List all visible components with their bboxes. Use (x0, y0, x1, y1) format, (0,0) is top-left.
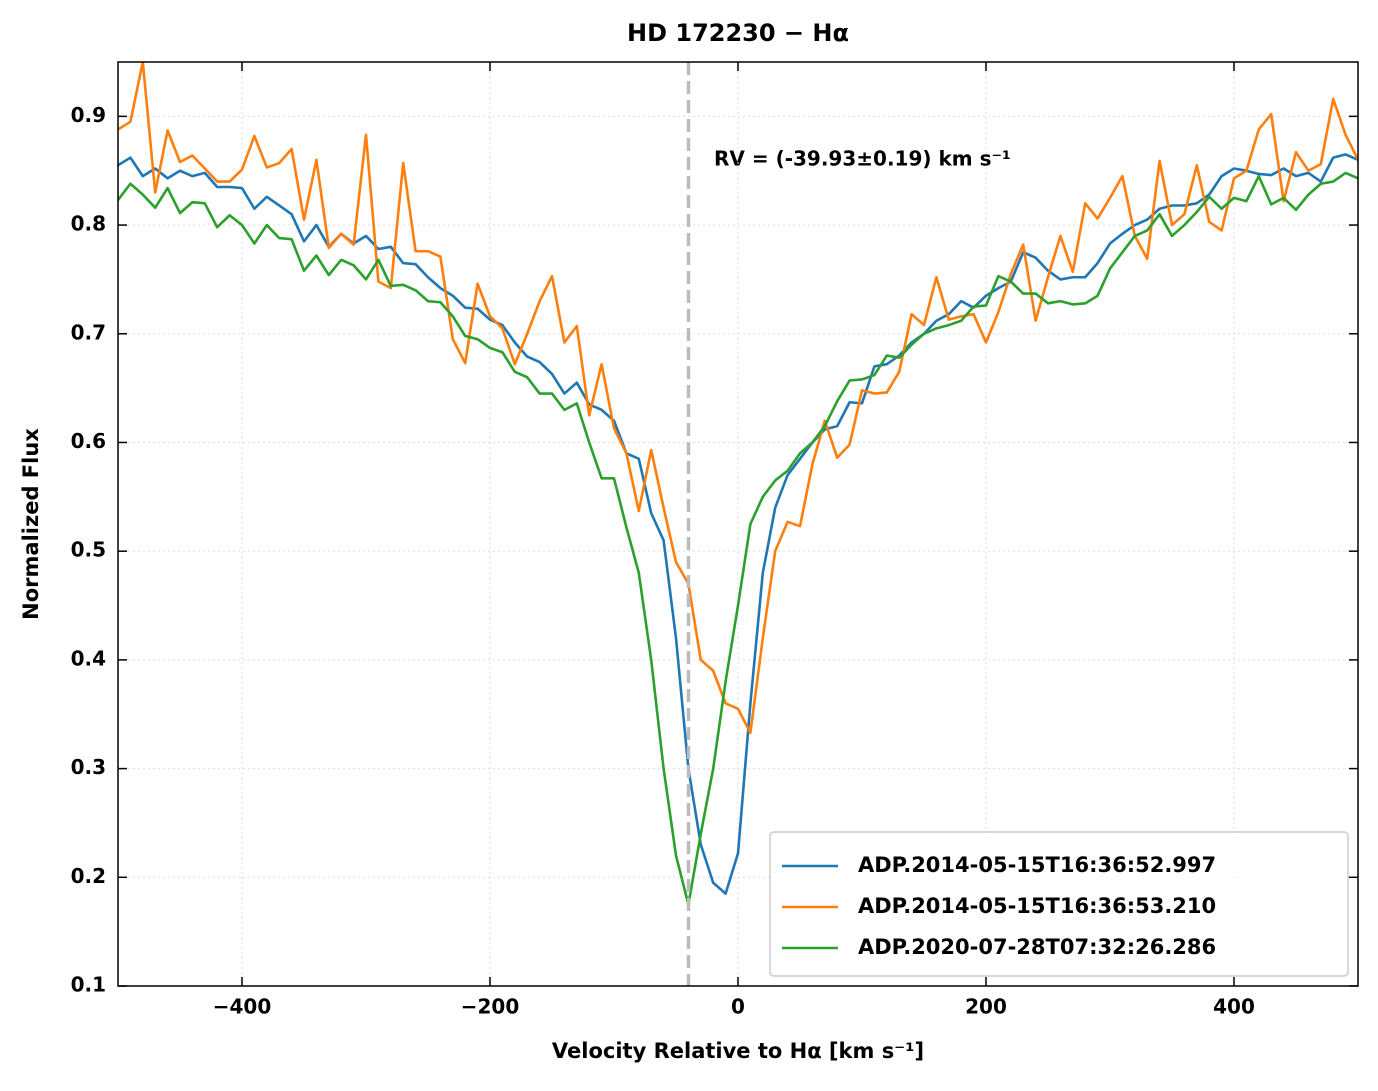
y-tick-label: 0.4 (71, 646, 106, 670)
x-tick-label: 0 (731, 995, 745, 1019)
legend-label: ADP.2020-07-28T07:32:26.286 (858, 935, 1216, 959)
y-tick-label: 0.1 (71, 973, 106, 997)
y-tick-label: 0.5 (71, 538, 106, 562)
y-tick-label: 0.2 (71, 864, 106, 888)
plot-area (118, 62, 1358, 906)
series-line (118, 171, 1358, 906)
chart-title: HD 172230 − Hα (627, 19, 849, 47)
y-tick-label: 0.6 (71, 429, 106, 453)
y-axis-label: Normalized Flux (19, 428, 43, 620)
x-tick-label: 200 (965, 995, 1007, 1019)
legend-label: ADP.2014-05-15T16:36:52.997 (858, 853, 1216, 877)
legend-label: ADP.2014-05-15T16:36:53.210 (858, 894, 1216, 918)
annotation: RV = (-39.93±0.19) km s⁻¹ (714, 147, 1011, 171)
x-axis-label: Velocity Relative to Hα [km s⁻¹] (552, 1039, 924, 1063)
x-tick-label: −400 (213, 995, 272, 1019)
legend-box (769, 831, 1349, 977)
x-tick-label: −200 (461, 995, 520, 1019)
x-tick-label: 400 (1213, 995, 1255, 1019)
y-tick-label: 0.9 (71, 103, 106, 127)
y-tick-label: 0.3 (71, 755, 106, 779)
plot-frame (117, 61, 1359, 987)
y-tick-label: 0.7 (71, 320, 106, 344)
y-tick-label: 0.8 (71, 212, 106, 236)
